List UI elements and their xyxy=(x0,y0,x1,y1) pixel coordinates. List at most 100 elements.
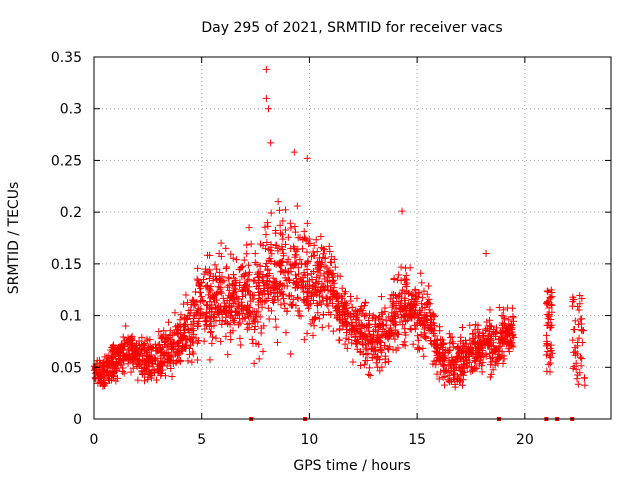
data-point xyxy=(278,243,286,251)
data-point xyxy=(231,308,239,316)
data-point xyxy=(576,292,584,300)
data-point xyxy=(344,308,352,316)
data-point xyxy=(267,139,275,147)
data-point xyxy=(176,356,184,364)
data-point xyxy=(319,311,327,319)
data-point xyxy=(212,272,220,280)
data-point xyxy=(234,321,242,329)
data-point xyxy=(216,285,224,293)
data-point xyxy=(280,299,288,307)
data-point xyxy=(294,295,302,303)
data-point xyxy=(285,277,293,285)
data-point xyxy=(430,319,438,327)
data-point xyxy=(384,357,392,365)
data-point xyxy=(315,315,323,323)
data-point xyxy=(157,359,165,367)
data-point xyxy=(436,351,444,359)
data-point xyxy=(413,310,421,318)
data-point xyxy=(546,293,554,301)
data-point xyxy=(341,288,349,296)
data-point xyxy=(177,311,185,319)
data-point xyxy=(268,282,276,290)
data-point xyxy=(459,376,467,384)
data-point xyxy=(272,315,280,323)
data-point xyxy=(104,372,112,380)
data-point xyxy=(546,359,554,367)
data-point xyxy=(427,326,435,334)
data-point xyxy=(577,362,585,370)
data-point xyxy=(329,273,337,281)
data-point xyxy=(578,355,586,363)
data-point xyxy=(109,343,117,351)
data-point xyxy=(281,206,289,214)
data-point xyxy=(101,353,109,361)
data-point xyxy=(482,327,490,335)
x-axis-label: GPS time / hours xyxy=(293,458,410,474)
data-point xyxy=(129,364,137,372)
data-point xyxy=(348,303,356,311)
data-point xyxy=(417,269,425,277)
x-tick-label: 5 xyxy=(197,432,206,448)
data-point xyxy=(193,308,201,316)
data-point xyxy=(312,236,320,244)
data-point xyxy=(381,341,389,349)
data-point xyxy=(394,276,402,284)
data-point xyxy=(283,282,291,290)
data-point xyxy=(359,340,367,348)
data-point xyxy=(418,300,426,308)
data-point xyxy=(509,312,517,320)
data-point xyxy=(137,360,145,368)
data-point xyxy=(245,324,253,332)
data-point xyxy=(543,321,551,329)
data-point xyxy=(160,327,168,335)
data-point xyxy=(267,257,275,265)
data-point xyxy=(363,323,371,331)
data-point xyxy=(440,340,448,348)
data-point xyxy=(222,303,230,311)
data-point xyxy=(309,331,317,339)
data-point xyxy=(250,317,258,325)
data-point xyxy=(187,306,195,314)
data-point xyxy=(414,336,422,344)
data-point xyxy=(139,341,147,349)
data-point xyxy=(574,303,582,311)
data-point xyxy=(210,314,218,322)
data-point xyxy=(303,329,311,337)
data-point xyxy=(508,339,516,347)
data-point xyxy=(216,268,224,276)
data-point xyxy=(168,353,176,361)
data-point xyxy=(329,276,337,284)
data-point xyxy=(145,362,153,370)
data-point xyxy=(262,65,270,73)
data-point xyxy=(323,264,331,272)
data-point xyxy=(189,337,197,345)
data-point xyxy=(406,264,414,272)
data-point xyxy=(334,272,342,280)
data-point xyxy=(166,327,174,335)
data-point xyxy=(374,314,382,322)
data-point xyxy=(281,304,289,312)
data-point xyxy=(385,327,393,335)
data-point xyxy=(289,301,297,309)
data-point xyxy=(378,315,386,323)
data-point xyxy=(501,315,509,323)
y-tick-label: 0.25 xyxy=(51,153,82,169)
data-point xyxy=(395,271,403,279)
data-point xyxy=(360,312,368,320)
data-point xyxy=(173,326,181,334)
data-point xyxy=(135,361,143,369)
data-point xyxy=(459,342,467,350)
data-point xyxy=(298,277,306,285)
data-point xyxy=(352,315,360,323)
data-point xyxy=(423,290,431,298)
data-point xyxy=(406,304,414,312)
data-point xyxy=(470,338,478,346)
data-point xyxy=(426,309,434,317)
data-point xyxy=(441,372,449,380)
data-point xyxy=(100,373,108,381)
data-point xyxy=(310,268,318,276)
data-point xyxy=(167,364,175,372)
data-point xyxy=(146,343,154,351)
data-point xyxy=(377,293,385,301)
data-point xyxy=(254,318,262,326)
